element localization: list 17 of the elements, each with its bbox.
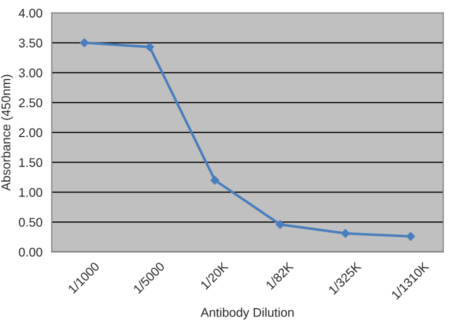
y-tick-label: 2.00 xyxy=(19,128,42,138)
y-tick-label: 1.00 xyxy=(19,188,42,197)
y-axis-title: Absorbance (450nm) xyxy=(1,74,13,191)
y-tick-label: 1.50 xyxy=(19,158,42,167)
y-tick-label: 0.00 xyxy=(18,248,42,257)
point xyxy=(406,232,416,241)
y-tick-label: 2.50 xyxy=(19,98,42,108)
y-tick-label: 0.50 xyxy=(18,218,42,227)
y-tick-label: 3.50 xyxy=(18,38,42,48)
point xyxy=(340,228,350,238)
point xyxy=(210,176,220,185)
point xyxy=(276,220,285,229)
y-tick-label: 3.00 xyxy=(18,68,42,78)
x-axis-title: Antibody Dilution xyxy=(200,308,294,320)
y-tick-label: 4.00 xyxy=(18,8,42,18)
point xyxy=(145,42,154,52)
point xyxy=(80,38,89,48)
